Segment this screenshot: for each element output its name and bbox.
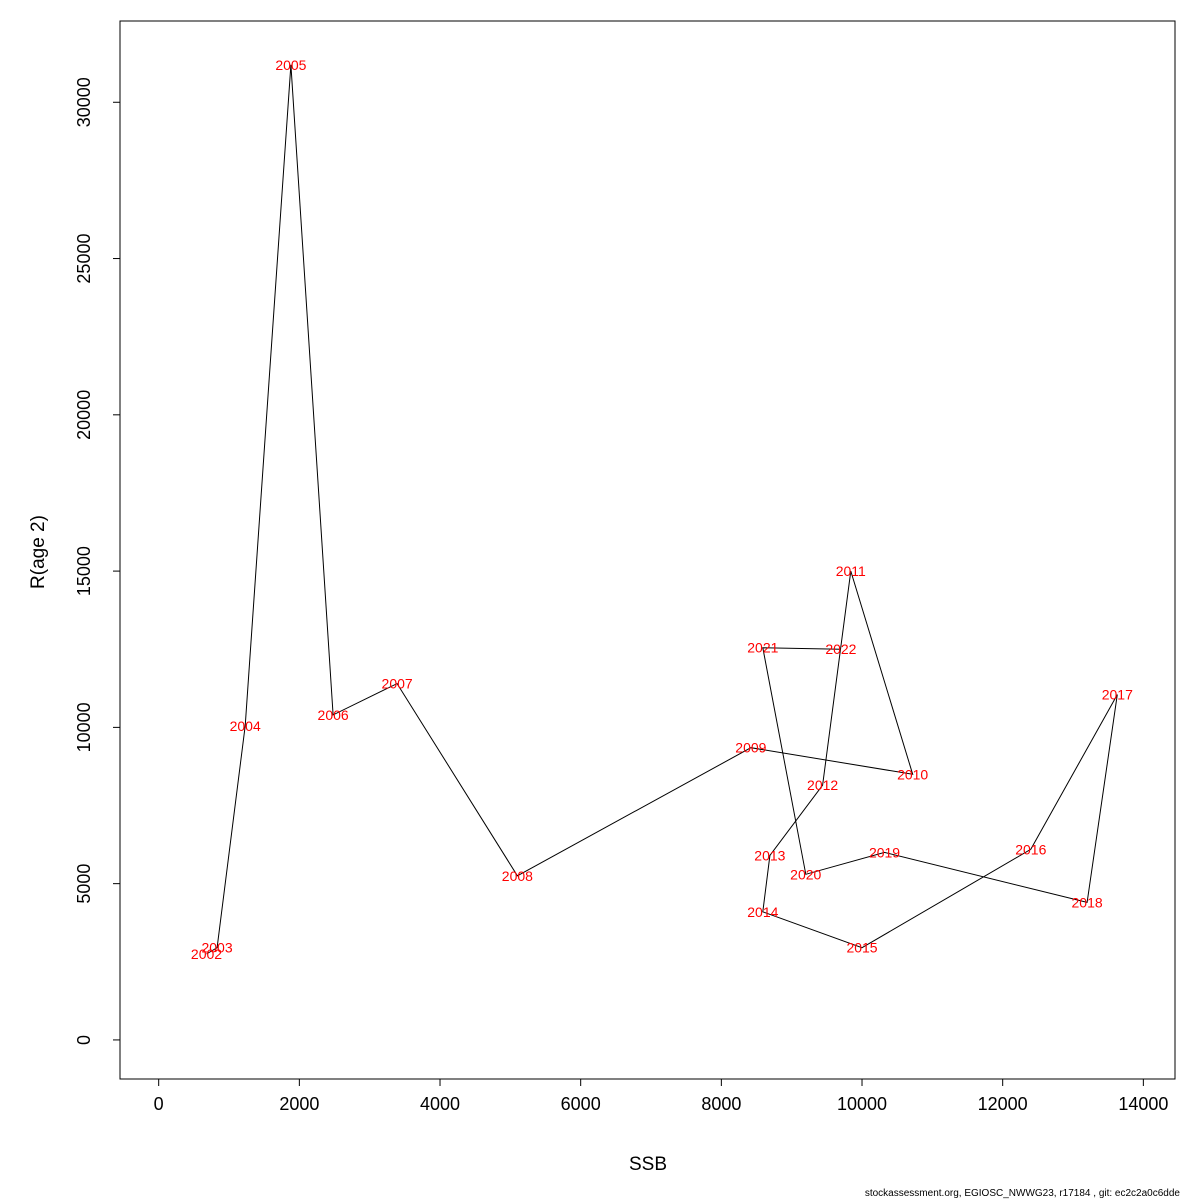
x-tick-label: 8000 (701, 1094, 741, 1114)
plot-frame (119, 20, 1176, 1080)
point-label-2010: 2010 (897, 766, 928, 782)
y-tick-label: 15000 (74, 546, 94, 596)
point-label-2021: 2021 (747, 640, 778, 656)
x-axis-label: SSB (629, 1154, 667, 1175)
x-tick-label: 2000 (279, 1094, 319, 1114)
y-tick-label: 10000 (74, 702, 94, 752)
x-tick-label: 6000 (561, 1094, 601, 1114)
point-label-2009: 2009 (735, 740, 766, 756)
point-label-2016: 2016 (1015, 841, 1046, 857)
point-label-2012: 2012 (807, 777, 838, 793)
y-axis-label: R(age 2) (28, 515, 49, 589)
point-label-2002: 2002 (191, 946, 222, 962)
x-tick-label: 0 (154, 1094, 164, 1114)
point-label-2013: 2013 (754, 848, 785, 864)
point-label-2014: 2014 (747, 904, 778, 920)
x-axis: 0 2000 4000 6000 8000 10000 12000 14000 (154, 1078, 1168, 1114)
point-label-2022: 2022 (825, 641, 856, 657)
point-label-2017: 2017 (1102, 687, 1133, 703)
y-axis: 0 5000 10000 15000 20000 25000 30000 (74, 77, 121, 1045)
y-tick-label: 30000 (74, 77, 94, 127)
x-tick-label: 12000 (978, 1094, 1028, 1114)
point-label-2019: 2019 (869, 844, 900, 860)
x-tick-label: 4000 (420, 1094, 460, 1114)
x-tick-label: 10000 (837, 1094, 887, 1114)
point-label-2003: 2003 (201, 940, 232, 956)
footer-text: stockassessment.org, EGIOSC_NWWG23, r171… (865, 1188, 1181, 1199)
y-tick-label: 0 (74, 1035, 94, 1045)
point-label-2004: 2004 (230, 718, 261, 734)
point-label-2011: 2011 (836, 563, 866, 579)
point-label-2020: 2020 (790, 866, 821, 882)
point-label-2007: 2007 (382, 676, 413, 692)
y-tick-label: 20000 (74, 390, 94, 440)
point-label-2005: 2005 (275, 57, 306, 73)
point-label-2006: 2006 (318, 707, 349, 723)
series-line (206, 64, 1118, 955)
point-label-2008: 2008 (502, 868, 533, 884)
point-label-2015: 2015 (846, 940, 877, 956)
y-tick-label: 5000 (74, 864, 94, 904)
x-tick-label: 14000 (1118, 1094, 1168, 1114)
y-tick-label: 25000 (74, 234, 94, 284)
point-label-2018: 2018 (1072, 894, 1103, 910)
